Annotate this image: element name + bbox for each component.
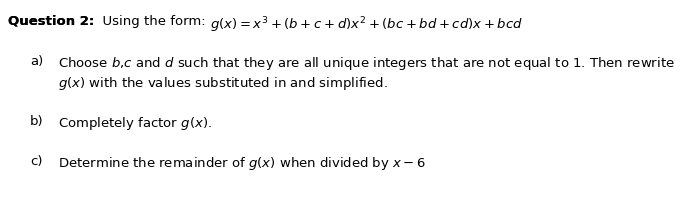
- Text: a): a): [30, 55, 43, 68]
- Text: Determine the remainder of $g(x)$ when divided by $x - 6$: Determine the remainder of $g(x)$ when d…: [58, 155, 426, 172]
- Text: Choose $b$,$c$ and $d$ such that they are all unique integers that are not equal: Choose $b$,$c$ and $d$ such that they ar…: [58, 55, 675, 72]
- Text: $g(x) = x^3 + (b + c + d)x^2 + (bc + bd + cd)x + bcd$: $g(x) = x^3 + (b + c + d)x^2 + (bc + bd …: [210, 15, 523, 35]
- Text: Completely factor $g(x)$.: Completely factor $g(x)$.: [58, 115, 212, 132]
- Text: Using the form:: Using the form:: [95, 15, 210, 28]
- Text: Question 2:: Question 2:: [8, 15, 95, 28]
- Text: b): b): [30, 115, 44, 128]
- Text: $g(x)$ with the values substituted in and simplified.: $g(x)$ with the values substituted in an…: [58, 75, 388, 92]
- Text: Question 2:: Question 2:: [8, 15, 95, 28]
- Text: c): c): [30, 155, 42, 168]
